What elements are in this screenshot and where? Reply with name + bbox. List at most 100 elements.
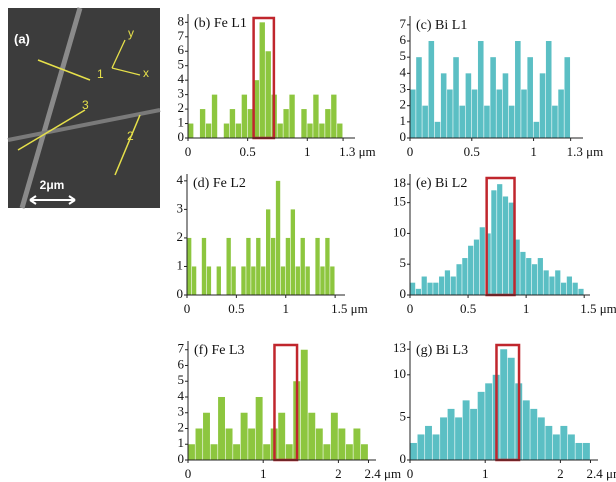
bar — [206, 266, 212, 295]
chart-title: (d) Fe L2 — [193, 176, 246, 191]
bar — [319, 123, 325, 138]
bar — [447, 89, 453, 138]
bar — [497, 184, 503, 295]
bar — [290, 209, 296, 295]
bar — [330, 412, 338, 460]
bar — [188, 123, 194, 138]
bar — [285, 444, 293, 460]
bar — [278, 412, 286, 460]
bar — [266, 209, 271, 295]
y-tick-label: 5 — [178, 57, 185, 72]
chart-title: (e) Bi L2 — [416, 176, 467, 191]
bar — [201, 237, 207, 295]
bar — [410, 89, 416, 138]
bar — [283, 109, 289, 138]
bar — [566, 276, 572, 295]
bar — [231, 266, 236, 295]
bar — [315, 428, 323, 460]
bar — [440, 417, 447, 460]
bar — [526, 258, 532, 295]
bar — [434, 121, 441, 138]
bar — [484, 105, 490, 138]
bar — [560, 425, 568, 460]
bar — [473, 239, 480, 295]
line-label: 1 — [97, 67, 104, 81]
bar — [417, 434, 425, 460]
bar — [256, 237, 261, 295]
bar — [261, 266, 266, 295]
bar — [289, 94, 295, 138]
x-tick-label: 0 — [185, 466, 192, 481]
x-tick-label: 1 — [482, 466, 489, 481]
bar — [315, 237, 320, 295]
bar — [353, 428, 361, 460]
bar — [533, 121, 540, 138]
bar — [453, 57, 459, 138]
chart-title: (g) Bi L3 — [416, 343, 468, 358]
y-tick-label: 4 — [178, 71, 185, 86]
bar — [235, 123, 242, 138]
bar — [545, 41, 552, 138]
bar — [456, 264, 462, 295]
x-tick-label: 1.5 μm — [580, 301, 616, 316]
bar — [218, 396, 225, 460]
scan-line — [114, 114, 141, 176]
x-tick-label: 2.4 μm — [364, 466, 401, 481]
bar — [575, 442, 583, 460]
bar — [263, 444, 271, 460]
bar — [225, 428, 233, 460]
y-tick-label: 3 — [177, 200, 184, 215]
bar — [455, 417, 463, 460]
bar — [337, 123, 343, 138]
bar — [410, 282, 416, 295]
bar — [210, 444, 218, 460]
x-tick-label: 2 — [557, 466, 564, 481]
x-tick-label: 2.4 μm — [586, 466, 616, 481]
bar — [502, 73, 509, 138]
bar — [514, 239, 520, 295]
bar — [233, 444, 241, 460]
bar — [248, 428, 256, 460]
bar — [280, 266, 286, 295]
y-tick-label: 3 — [178, 86, 185, 101]
y-tick-label: 4 — [177, 172, 184, 187]
bar — [345, 444, 353, 460]
y-tick-label: 13 — [393, 340, 406, 355]
x-tick-label: 1 — [530, 144, 537, 159]
y-tick-label: 6 — [178, 42, 185, 57]
bar — [187, 237, 192, 295]
bar — [195, 428, 203, 460]
bar — [301, 109, 307, 138]
bar — [205, 123, 212, 138]
bar — [427, 282, 433, 295]
y-tick-label: 0 — [177, 286, 184, 301]
sem-image: (a) 1 2 3 x y 2μm — [7, 7, 161, 209]
y-tick-label: 1 — [400, 113, 407, 128]
bar — [323, 444, 331, 460]
y-tick-label: 5 — [400, 48, 407, 63]
x-tick-label: 0.5 — [464, 144, 480, 159]
x-tick-label: 1.3 μm — [567, 144, 604, 159]
bar — [527, 57, 533, 138]
x-tick-label: 0.5 — [240, 144, 256, 159]
scan-line — [17, 109, 86, 151]
x-tick-label: 0 — [407, 144, 414, 159]
x-tick-label: 0.5 — [228, 301, 244, 316]
bar — [320, 266, 325, 295]
y-tick-label: 4 — [400, 64, 407, 79]
y-tick-label: 5 — [400, 255, 407, 270]
y-tick-label: 10 — [393, 366, 406, 381]
bar — [226, 237, 231, 295]
x-tick-label: 1.3 μm — [339, 144, 376, 159]
bar — [428, 41, 435, 138]
bar — [459, 105, 466, 138]
bar — [300, 237, 305, 295]
bar — [530, 408, 538, 460]
bar — [241, 94, 248, 138]
chart-title: (f) Fe L3 — [194, 343, 245, 358]
y-tick-label: 0 — [178, 451, 185, 466]
y-tick-label: 1 — [178, 435, 185, 450]
scale-bar — [29, 195, 76, 205]
bar — [246, 237, 251, 295]
